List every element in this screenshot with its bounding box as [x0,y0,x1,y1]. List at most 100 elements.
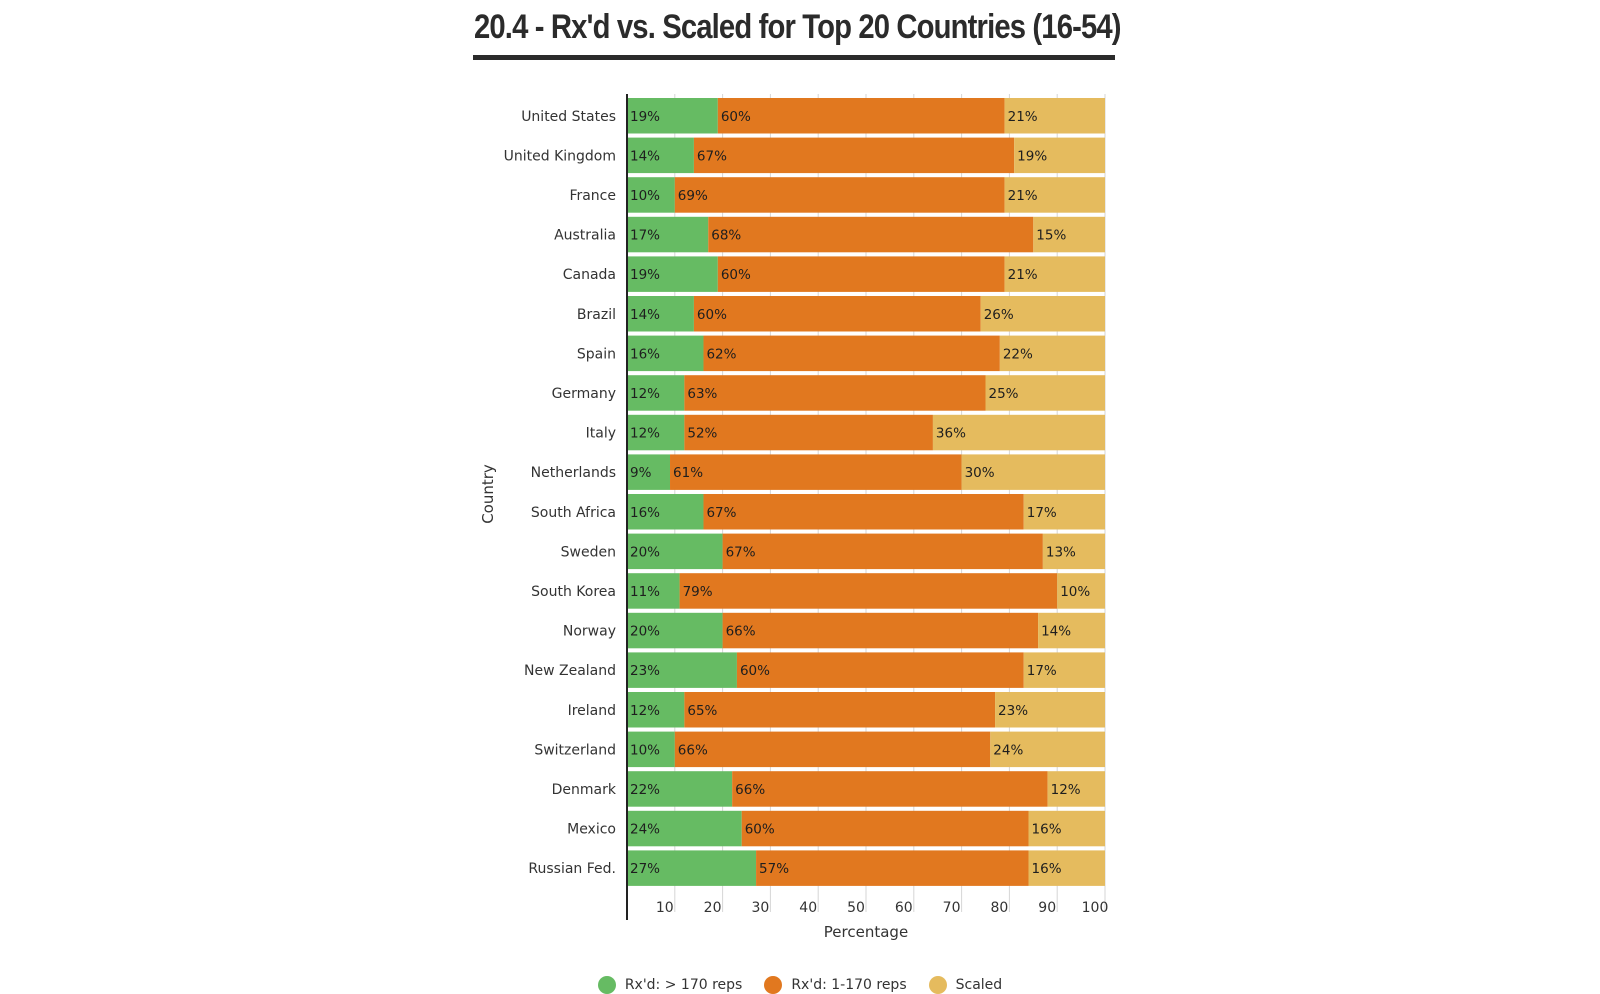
data-label: 52% [687,426,717,442]
legend-swatch [764,976,783,994]
category-label: Switzerland [534,742,616,758]
data-label: 14% [1041,624,1071,640]
data-label: 12% [1051,782,1081,798]
bar-segment [717,98,1005,134]
category-label: Sweden [561,544,616,560]
bar-segment [756,850,1029,886]
bar-segment [1023,494,1105,530]
bar-segment [1047,771,1105,807]
legend-label: Rx'd: 1-170 reps [791,977,907,993]
bar-segment [627,771,733,807]
bar-segment [627,533,723,570]
bar-segment [1028,850,1105,886]
data-label: 79% [683,584,713,600]
data-label: 11% [630,584,660,600]
category-label: Canada [563,267,616,283]
data-label: 14% [630,148,660,164]
bar-segment [693,296,981,332]
data-label: 21% [1008,267,1038,283]
data-label: 67% [697,148,727,164]
data-label: 21% [1008,188,1038,204]
bar-segment [1033,216,1105,253]
x-tick-label: 30 [751,900,769,916]
bar-segment [627,692,685,728]
data-label: 25% [989,386,1019,402]
category-label: Brazil [577,307,616,323]
category-label: Norway [563,624,616,640]
x-tick-label: 10 [656,900,674,916]
bar-segment [1004,256,1105,292]
bar-segment [627,256,718,292]
data-label: 60% [697,307,727,323]
data-label: 17% [630,228,660,244]
data-label: 66% [678,742,708,758]
bar-segment [980,296,1105,332]
bar-segment [627,335,704,372]
bar-segment [627,850,757,886]
bar-segment [1028,810,1105,847]
bar-segment [736,652,1024,688]
data-label: 66% [735,782,765,798]
bar-segment [1038,612,1105,649]
category-label: Italy [586,426,616,442]
bar-segment [627,177,675,213]
bar-segment [627,731,675,768]
data-label: 26% [984,307,1014,323]
data-label: 60% [740,663,770,679]
legend-swatch [928,976,947,994]
bar-segment [703,494,1024,530]
bar-segment [1023,652,1105,688]
data-label: 19% [1017,148,1047,164]
bar-segment [627,612,723,649]
data-label: 9% [630,465,652,481]
category-label: United Kingdom [504,148,616,164]
category-label: Russian Fed. [528,861,616,877]
bar-segment [684,414,933,451]
data-labels: 19% 60% 21% 14% 67% 19% 10% 69% 21% 17% 68% 15% 19% 6… [630,109,1090,877]
bar-segment [1042,533,1105,570]
bar-segment [684,692,996,728]
category-label: New Zealand [524,663,616,679]
legend-item: Rx'd: 1-170 reps [764,976,907,994]
data-label: 22% [630,782,660,798]
data-label: 10% [1060,584,1090,600]
category-label: Denmark [552,782,617,798]
bar-segment [627,652,737,688]
data-label: 16% [630,346,660,362]
data-label: 67% [726,544,756,560]
data-label: 19% [630,109,660,125]
x-tick-label: 20 [704,900,722,916]
data-label: 20% [630,544,660,560]
bar-segment [722,612,1039,649]
bar-segment [990,731,1105,768]
x-tick-label: 80 [990,900,1008,916]
legend-item: Scaled [928,976,1002,994]
x-tick-labels: 10 20 30 40 50 60 70 80 90 100 [656,900,1108,916]
data-label: 16% [1032,822,1062,838]
data-label: 65% [687,703,717,719]
data-label: 27% [630,861,660,877]
bar-segment [627,494,704,530]
bar-segment [961,454,1105,490]
data-label: 24% [993,742,1023,758]
bar-segment [674,177,1005,213]
data-label: 30% [965,465,995,481]
category-label: France [569,188,616,204]
bar-segment [627,137,694,174]
data-label: 63% [687,386,717,402]
data-label: 12% [630,703,660,719]
bar-segment [693,137,1015,174]
legend: Rx'd: > 170 reps Rx'd: 1-170 reps Scaled [0,976,1600,994]
bar-segment [627,296,694,332]
data-label: 12% [630,386,660,402]
bar-segment [932,414,1105,451]
category-label: Ireland [568,703,616,719]
bar-segment [1004,98,1105,134]
data-label: 24% [630,822,660,838]
bar-segment [1004,177,1105,213]
data-label: 22% [1003,346,1033,362]
data-label: 66% [726,624,756,640]
bar-segment [741,810,1029,847]
data-label: 14% [630,307,660,323]
legend-item: Rx'd: > 170 reps [597,976,742,994]
